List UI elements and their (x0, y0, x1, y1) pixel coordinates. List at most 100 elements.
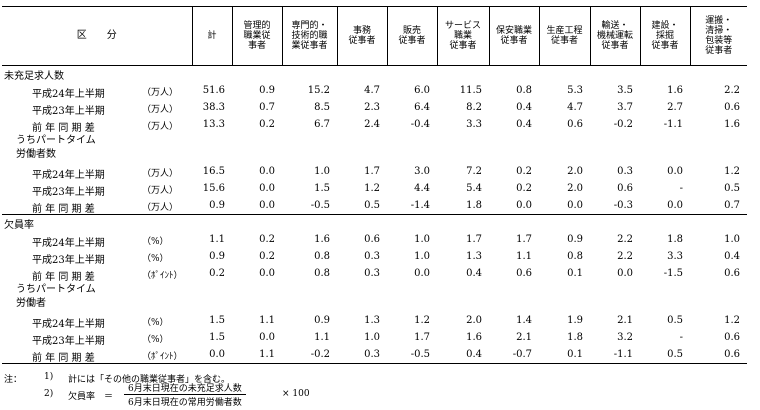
value-cell: 1.7 (364, 166, 380, 177)
value-cell: 0.0 (667, 166, 683, 177)
value-cell: 0.6 (617, 183, 633, 194)
row-label-cell: 平成23年上半期 （万人） (2, 180, 192, 198)
value-cell: 0.6 (724, 102, 740, 113)
value-cell: 16.5 (202, 166, 225, 177)
value-cell: 0.2 (259, 251, 275, 262)
value-cell: 0.4 (466, 268, 482, 279)
value-cell: 5.3 (567, 85, 583, 96)
value-cell: 0.8 (314, 251, 330, 262)
header-text: 職業従 (243, 31, 271, 41)
value-cell: 0.6 (567, 119, 583, 130)
value-cell: 1.1 (209, 234, 225, 245)
row-unit: （%） (142, 254, 169, 264)
header-text: 従事者 (449, 41, 477, 51)
row-label-cell: 平成24年上半期 （%） (2, 231, 192, 249)
value-cell: -0.7 (489, 346, 539, 364)
value-cell: 1.9 (567, 315, 583, 326)
multiplier: × 100 (282, 389, 310, 399)
header-text: 従事者 (398, 36, 426, 46)
value-cell: 2.0 (466, 315, 482, 326)
row-unit: （万人） (142, 105, 179, 115)
value-cell: 1.1 (314, 332, 330, 343)
row-label-cell: 前 年 同 期 差 （ﾎﾟｲﾝﾄ） (2, 265, 192, 283)
value-cell: -0.2 (282, 346, 337, 364)
value-cell: -1.4 (387, 197, 437, 215)
section-label: うちパートタイム 労働者数 (2, 133, 747, 163)
value-cell: 0.9 (209, 251, 225, 262)
value-cell: 1.2 (414, 315, 430, 326)
header-row: 区 分計管理的 職業従 事者 専門的・ 技術的職 業従事者 事務 従事者 販売 従事者 サービス 職業… (2, 6, 747, 66)
value-cell: 0.9 (259, 85, 275, 96)
value-cell: 0.0 (259, 183, 275, 194)
header-text: 計 (207, 31, 217, 41)
value-cell: 0.4 (516, 119, 532, 130)
section-label: 欠員率 (2, 215, 747, 232)
header-text: 運搬・ (705, 16, 733, 26)
value-cell: 1.6 (466, 332, 482, 343)
data-row: 平成24年上半期 （万人） 51.6 0.9 15.2 4.7 6.0 11.5 0.8 5.3 3… (2, 82, 747, 100)
header-cell: 専門的・ 技術的職 業従事者 (281, 6, 337, 66)
value-cell: 1.7 (414, 332, 430, 343)
value-cell: 15.6 (202, 183, 225, 194)
header-text: 採掘 (655, 31, 674, 41)
value-cell: -0.3 (590, 197, 640, 215)
value-cell: 2.3 (364, 102, 380, 113)
value-cell: 0.8 (567, 251, 583, 262)
value-cell: 0.8 (516, 85, 532, 96)
header-text: 管理的 (243, 21, 271, 31)
value-cell: 1.6 (724, 119, 740, 130)
header-cell: 運搬・ 清掃・ 包装等 従事者 (689, 6, 747, 66)
value-cell: 3.3 (466, 119, 482, 130)
value-cell: 3.2 (617, 332, 633, 343)
value-cell: 1.2 (724, 315, 740, 326)
header-text: 職業 (453, 31, 472, 41)
section-text: うちパートタイム (16, 284, 96, 295)
value-cell: 2.4 (364, 119, 380, 130)
header-text: 従事者 (705, 46, 733, 56)
row-unit: （ﾎﾟｲﾝﾄ） (142, 352, 183, 362)
denominator: 6月末日現在の常用労働者数 (128, 398, 242, 408)
section-label: 未充足求人数 (2, 66, 747, 83)
section-label: うちパートタイム 労働者 (2, 282, 747, 312)
data-row: 前 年 同 期 差 （万人） 13.3 0.2 6.7 2.4 -0.4 3.3 0.4 0.6 -… (2, 116, 747, 134)
value-cell: 2.2 (617, 251, 633, 262)
note-equals: ＝ (104, 392, 114, 402)
value-cell: 0.3 (364, 251, 380, 262)
header-text: 生産工程 (546, 26, 583, 36)
value-cell: 0.5 (667, 315, 683, 326)
value-cell: 1.8 (667, 234, 683, 245)
value-cell: 0.6 (364, 234, 380, 245)
header-text: サービス (444, 21, 481, 31)
row-label-cell: 平成24年上半期 （%） (2, 312, 192, 330)
data-row: 平成23年上半期 （万人） 15.6 0.0 1.5 1.2 4.4 5.4 0.2 2.0 0.6… (2, 180, 747, 198)
value-cell: 1.0 (314, 166, 330, 177)
value-cell: 0.9 (314, 315, 330, 326)
value-cell: 1.0 (414, 251, 430, 262)
value-cell: 0.3 (364, 268, 380, 279)
row-label: 前 年 同 期 差 (32, 204, 95, 215)
header-text: 従事者 (550, 36, 578, 46)
value-cell: 4.7 (567, 102, 583, 113)
header-cell: 事務 従事者 (336, 6, 387, 66)
header-text: 区 分 (76, 30, 117, 41)
value-cell: 1.2 (724, 166, 740, 177)
value-cell: 6.0 (414, 85, 430, 96)
value-cell: 2.1 (617, 315, 633, 326)
row-unit: （万人） (142, 203, 179, 213)
value-cell: 1.3 (364, 315, 380, 326)
value-cell: 0.0 (489, 197, 539, 215)
section-row: うちパートタイム 労働者数 (2, 133, 747, 163)
header-cell: 区 分 (2, 7, 192, 66)
row-label: 平成23年上半期 (32, 106, 105, 117)
value-cell: 3.0 (414, 166, 430, 177)
header-text: 従事者 (500, 36, 528, 46)
data-row: 前 年 同 期 差 （ﾎﾟｲﾝﾄ） 0.2 0.0 0.8 0.3 0.0 0.4 0.6 0.1… (2, 265, 747, 283)
data-row: 平成23年上半期 （万人） 38.3 0.7 8.5 2.3 6.4 8.2 0.4 4.7 3.7… (2, 99, 747, 117)
section-text: うちパートタイム (16, 135, 96, 146)
header-text: 販売 (402, 26, 421, 36)
header-cell: 管理的 職業従 事者 (231, 6, 282, 66)
value-cell: 1.0 (364, 332, 380, 343)
value-cell: 1.1 (516, 251, 532, 262)
value-cell: 0.0 (640, 197, 690, 215)
value-cell: 2.1 (516, 332, 532, 343)
